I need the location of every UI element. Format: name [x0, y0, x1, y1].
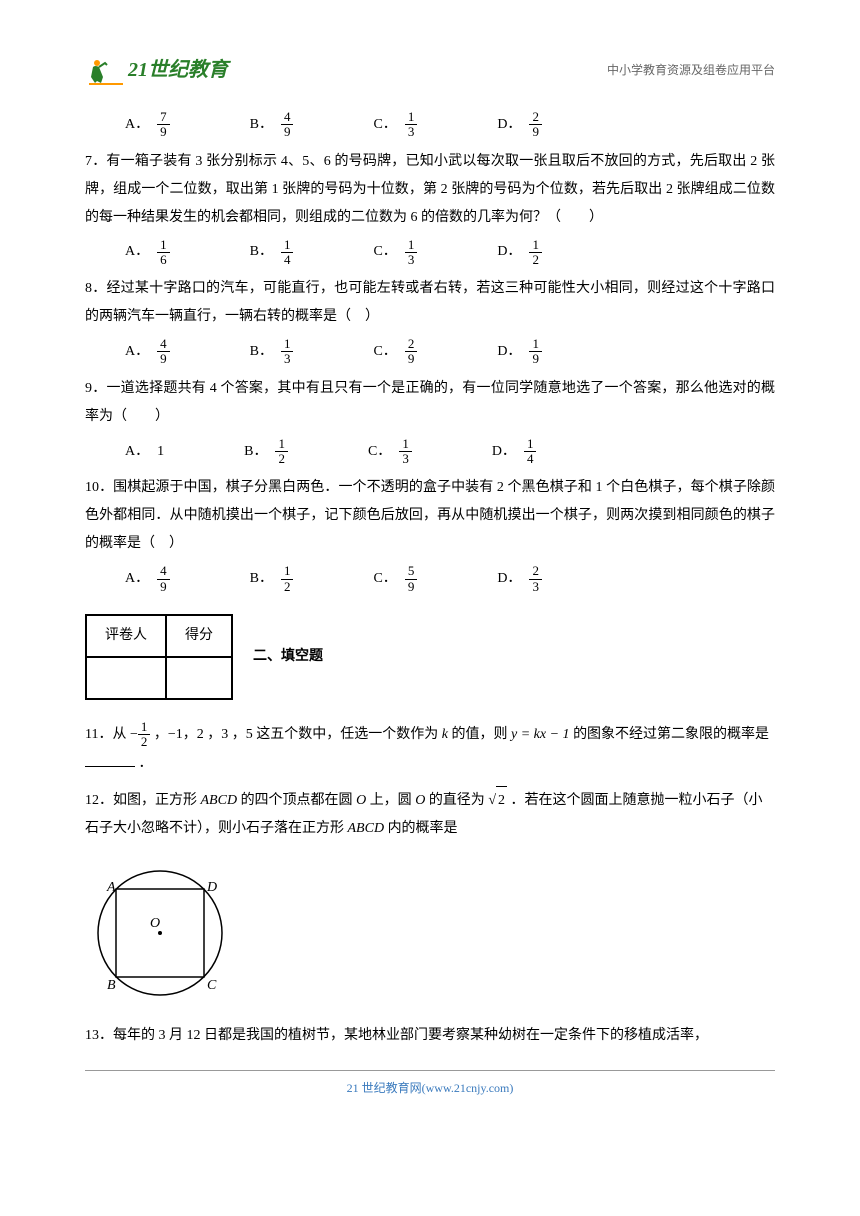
page-header: 21世纪教育 中小学教育资源及组卷应用平台	[85, 50, 775, 90]
geometry-figure: A D B C O	[85, 861, 235, 1012]
section-title: 二、填空题	[253, 643, 323, 671]
section-header: 评卷人 得分 二、填空题	[85, 614, 775, 700]
option-label: B．	[250, 111, 273, 139]
text: 的值，则	[452, 727, 508, 742]
question-10: 10．围棋起源于中国，棋子分黑白两色．一个不透明的盒子中装有 2 个黑色棋子和 …	[85, 474, 775, 594]
option-value: 1	[157, 438, 164, 466]
option-C: C． 13	[373, 110, 417, 140]
q7-options: A． 16 B． 14 C． 13 D． 12	[85, 238, 775, 268]
question-text: 9．一道选择题共有 4 个答案，其中有且只有一个是正确的，有一位同学随意地选了一…	[85, 375, 775, 431]
variable-k: k	[442, 727, 448, 742]
label-O: O	[150, 916, 160, 931]
text: 的图象不经过第二象限的概率是	[573, 727, 769, 742]
circle-square-svg: A D B C O	[85, 861, 235, 1001]
option-B: B． 14	[250, 238, 294, 268]
sqrt: √2	[488, 786, 507, 815]
table-header-2: 得分	[166, 615, 232, 657]
question-7: 7．有一箱子装有 3 张分别标示 4、5、6 的号码牌，已知小武以每次取一张且取…	[85, 148, 775, 268]
negative-fraction: −12	[130, 720, 150, 750]
question-11: 11．从 −12 ，−1，2 ，3 ，5 这五个数中，任选一个数作为 k 的值，…	[85, 720, 775, 778]
page-footer: 21 世纪教育网(www.21cnjy.com)	[85, 1070, 775, 1100]
logo-area: 21世纪教育	[85, 50, 228, 90]
option-D: D． 12	[497, 238, 542, 268]
question-12: 12．如图，正方形 ABCD 的四个顶点都在圆 O 上，圆 O 的直径为 √2 …	[85, 786, 775, 843]
fraction: 49	[281, 110, 294, 140]
question-text: 13．每年的 3 月 12 日都是我国的植树节，某地林业部门要考察某种幼树在一定…	[85, 1022, 775, 1050]
option-B: B． 12	[250, 564, 294, 594]
equation: y = kx − 1	[511, 727, 570, 742]
label-C: C	[207, 978, 217, 993]
label-B: B	[107, 978, 116, 993]
option-A: A． 16	[125, 238, 170, 268]
eval-table: 评卷人 得分	[85, 614, 233, 700]
option-A: A． 79	[125, 110, 170, 140]
fraction: 29	[529, 110, 542, 140]
question-text: 8．经过某十字路口的汽车，可能直行，也可能左转或者右转，若这三种可能性大小相同，…	[85, 275, 775, 331]
option-C: C． 59	[373, 564, 417, 594]
text: 11．从	[85, 727, 126, 742]
o: O	[356, 793, 366, 808]
question-8: 8．经过某十字路口的汽车，可能直行，也可能左转或者右转，若这三种可能性大小相同，…	[85, 275, 775, 367]
text: 上，圆	[370, 793, 412, 808]
option-D: D． 29	[497, 110, 542, 140]
blank-line	[85, 766, 135, 767]
q10-options: A． 49 B． 12 C． 59 D． 23	[85, 564, 775, 594]
question-13: 13．每年的 3 月 12 日都是我国的植树节，某地林业部门要考察某种幼树在一定…	[85, 1022, 775, 1050]
text: ．	[139, 756, 153, 771]
option-A: A． 49	[125, 564, 170, 594]
fraction: 79	[157, 110, 170, 140]
text: 的四个顶点都在圆	[241, 793, 353, 808]
option-B: B． 12	[244, 437, 288, 467]
text: 内的概率是	[388, 821, 458, 836]
label-D: D	[206, 880, 217, 895]
table-cell	[86, 657, 166, 699]
option-D: D． 19	[497, 337, 542, 367]
option-B: B． 13	[250, 337, 294, 367]
q6-options: A． 79 B． 49 C． 13 D． 29	[85, 110, 775, 140]
abcd: ABCD	[348, 821, 385, 836]
option-label: C．	[373, 111, 396, 139]
option-B: B． 49	[250, 110, 294, 140]
text: 12．如图，正方形	[85, 793, 197, 808]
option-A: A． 49	[125, 337, 170, 367]
question-text: 7．有一箱子装有 3 张分别标示 4、5、6 的号码牌，已知小武以每次取一张且取…	[85, 148, 775, 232]
header-right-text: 中小学教育资源及组卷应用平台	[607, 58, 775, 82]
o: O	[415, 793, 425, 808]
q9-options: A． 1 B． 12 C． 13 D． 14	[85, 437, 775, 467]
text: ，−1，2 ，3 ，5 这五个数中，任选一个数作为	[154, 727, 438, 742]
option-D: D． 23	[497, 564, 542, 594]
logo-text: 21世纪教育	[128, 50, 228, 90]
table-cell	[166, 657, 232, 699]
question-9: 9．一道选择题共有 4 个答案，其中有且只有一个是正确的，有一位同学随意地选了一…	[85, 375, 775, 467]
abcd: ABCD	[201, 793, 238, 808]
option-C: C． 29	[373, 337, 417, 367]
question-text: 10．围棋起源于中国，棋子分黑白两色．一个不透明的盒子中装有 2 个黑色棋子和 …	[85, 474, 775, 558]
text: 的直径为	[429, 793, 485, 808]
fraction: 13	[405, 110, 418, 140]
option-label: A．	[125, 111, 149, 139]
label-A: A	[106, 880, 116, 895]
option-C: C． 13	[373, 238, 417, 268]
option-C: C． 13	[368, 437, 412, 467]
option-label: D．	[497, 111, 521, 139]
table-header-1: 评卷人	[86, 615, 166, 657]
option-A: A． 1	[125, 437, 164, 467]
option-D: D． 14	[492, 437, 537, 467]
q8-options: A． 49 B． 13 C． 29 D． 19	[85, 337, 775, 367]
logo-icon	[85, 55, 125, 85]
